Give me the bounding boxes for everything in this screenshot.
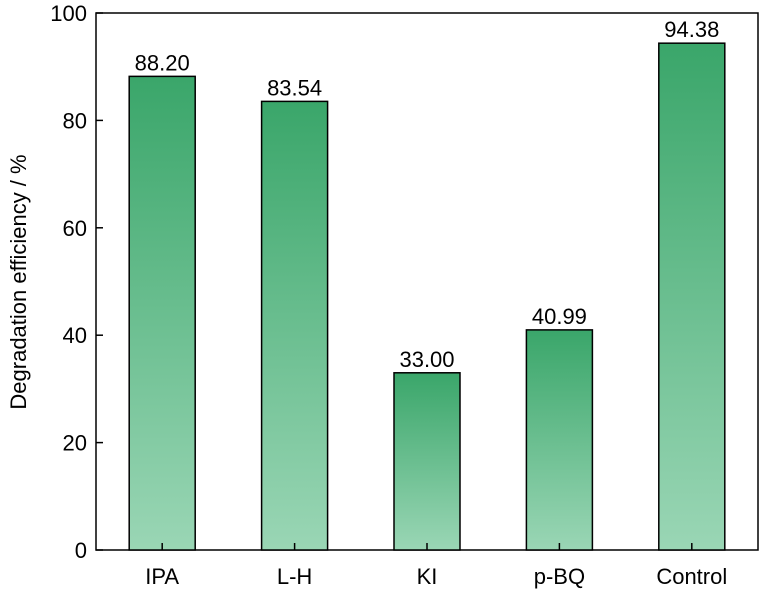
data-label: 83.54 xyxy=(267,75,322,100)
y-tick-label: 0 xyxy=(75,538,87,563)
bar-p-bq xyxy=(525,329,594,551)
bar-ki xyxy=(393,372,461,551)
x-tick-label: KI xyxy=(417,564,438,589)
data-label: 33.00 xyxy=(399,347,454,372)
y-tick-label: 60 xyxy=(63,216,87,241)
plot-area: 0 20 40 60 80 100 88.20 IPA 83.54 L-H 33.00 KI 40.99… xyxy=(50,1,759,589)
y-tick-label: 80 xyxy=(63,108,87,133)
x-tick-label: p-BQ xyxy=(534,564,585,589)
bar-ipa xyxy=(128,75,196,551)
x-tick-label: IPA xyxy=(145,564,179,589)
x-tick-label: Control xyxy=(656,564,727,589)
data-label: 40.99 xyxy=(532,304,587,329)
y-tick-label: 40 xyxy=(63,323,87,348)
x-tick-label: L-H xyxy=(277,564,312,589)
data-label: 88.20 xyxy=(135,50,190,75)
y-axis-title: Degradation efficiency / % xyxy=(6,154,31,409)
bar-control xyxy=(658,42,726,551)
y-tick-label: 20 xyxy=(63,431,87,456)
bar-l-h xyxy=(260,100,329,551)
y-tick-label: 100 xyxy=(50,1,87,26)
data-label: 94.38 xyxy=(664,17,719,42)
